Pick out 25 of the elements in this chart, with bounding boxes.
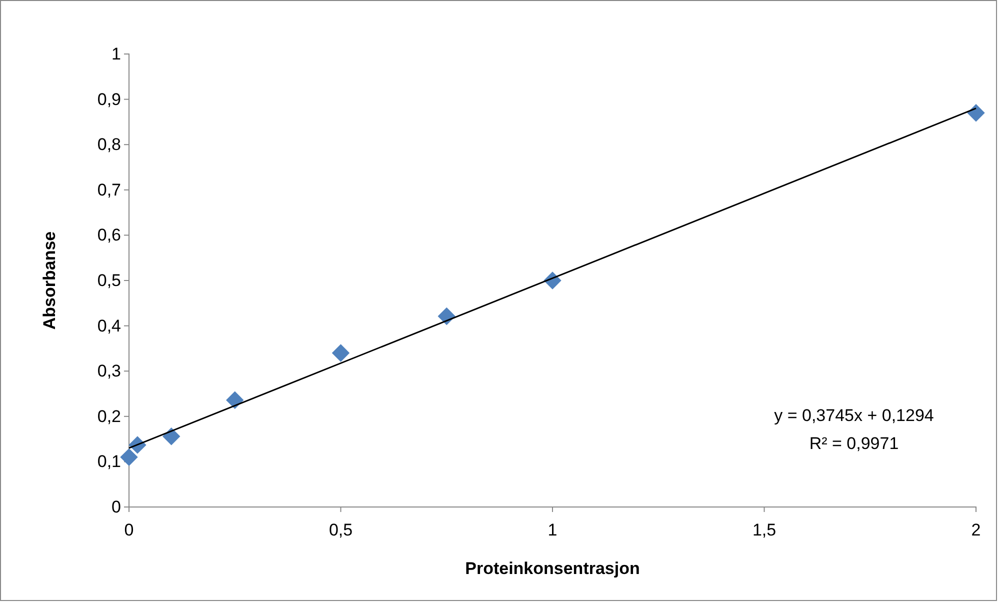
y-tick-label: 0,6 bbox=[97, 226, 121, 245]
x-tick-label: 1,5 bbox=[752, 520, 776, 540]
x-tick-label: 2 bbox=[971, 520, 981, 540]
annotation: y = 0,3745x + 0,1294 bbox=[774, 406, 934, 425]
x-tick-label: 1 bbox=[548, 520, 558, 540]
y-tick-label: 1 bbox=[112, 44, 121, 64]
y-tick-label: 0 bbox=[112, 497, 121, 516]
y-tick-label: 0,5 bbox=[97, 270, 121, 290]
point bbox=[967, 104, 985, 122]
y-tick-label: 0,8 bbox=[97, 135, 121, 154]
y-tick-label: 0,4 bbox=[97, 316, 121, 336]
x-tick-label: 0 bbox=[124, 520, 134, 540]
y-tick-label: 0,2 bbox=[97, 406, 121, 426]
y-axis-title: Absorbanse bbox=[40, 231, 59, 330]
point bbox=[162, 427, 180, 446]
y-tick-label: 0,3 bbox=[97, 362, 121, 381]
y-tick-label: 0,9 bbox=[97, 90, 121, 109]
x-axis-title: Proteinkonsentrasjon bbox=[465, 559, 640, 578]
x-tick-label: 0,5 bbox=[328, 520, 353, 540]
y-tick-label: 0,1 bbox=[97, 452, 121, 472]
point bbox=[226, 391, 244, 409]
point bbox=[120, 448, 138, 466]
point bbox=[332, 344, 350, 362]
y-tick-label: 0,7 bbox=[97, 180, 121, 200]
annotation: R² = 0,9971 bbox=[809, 434, 899, 453]
